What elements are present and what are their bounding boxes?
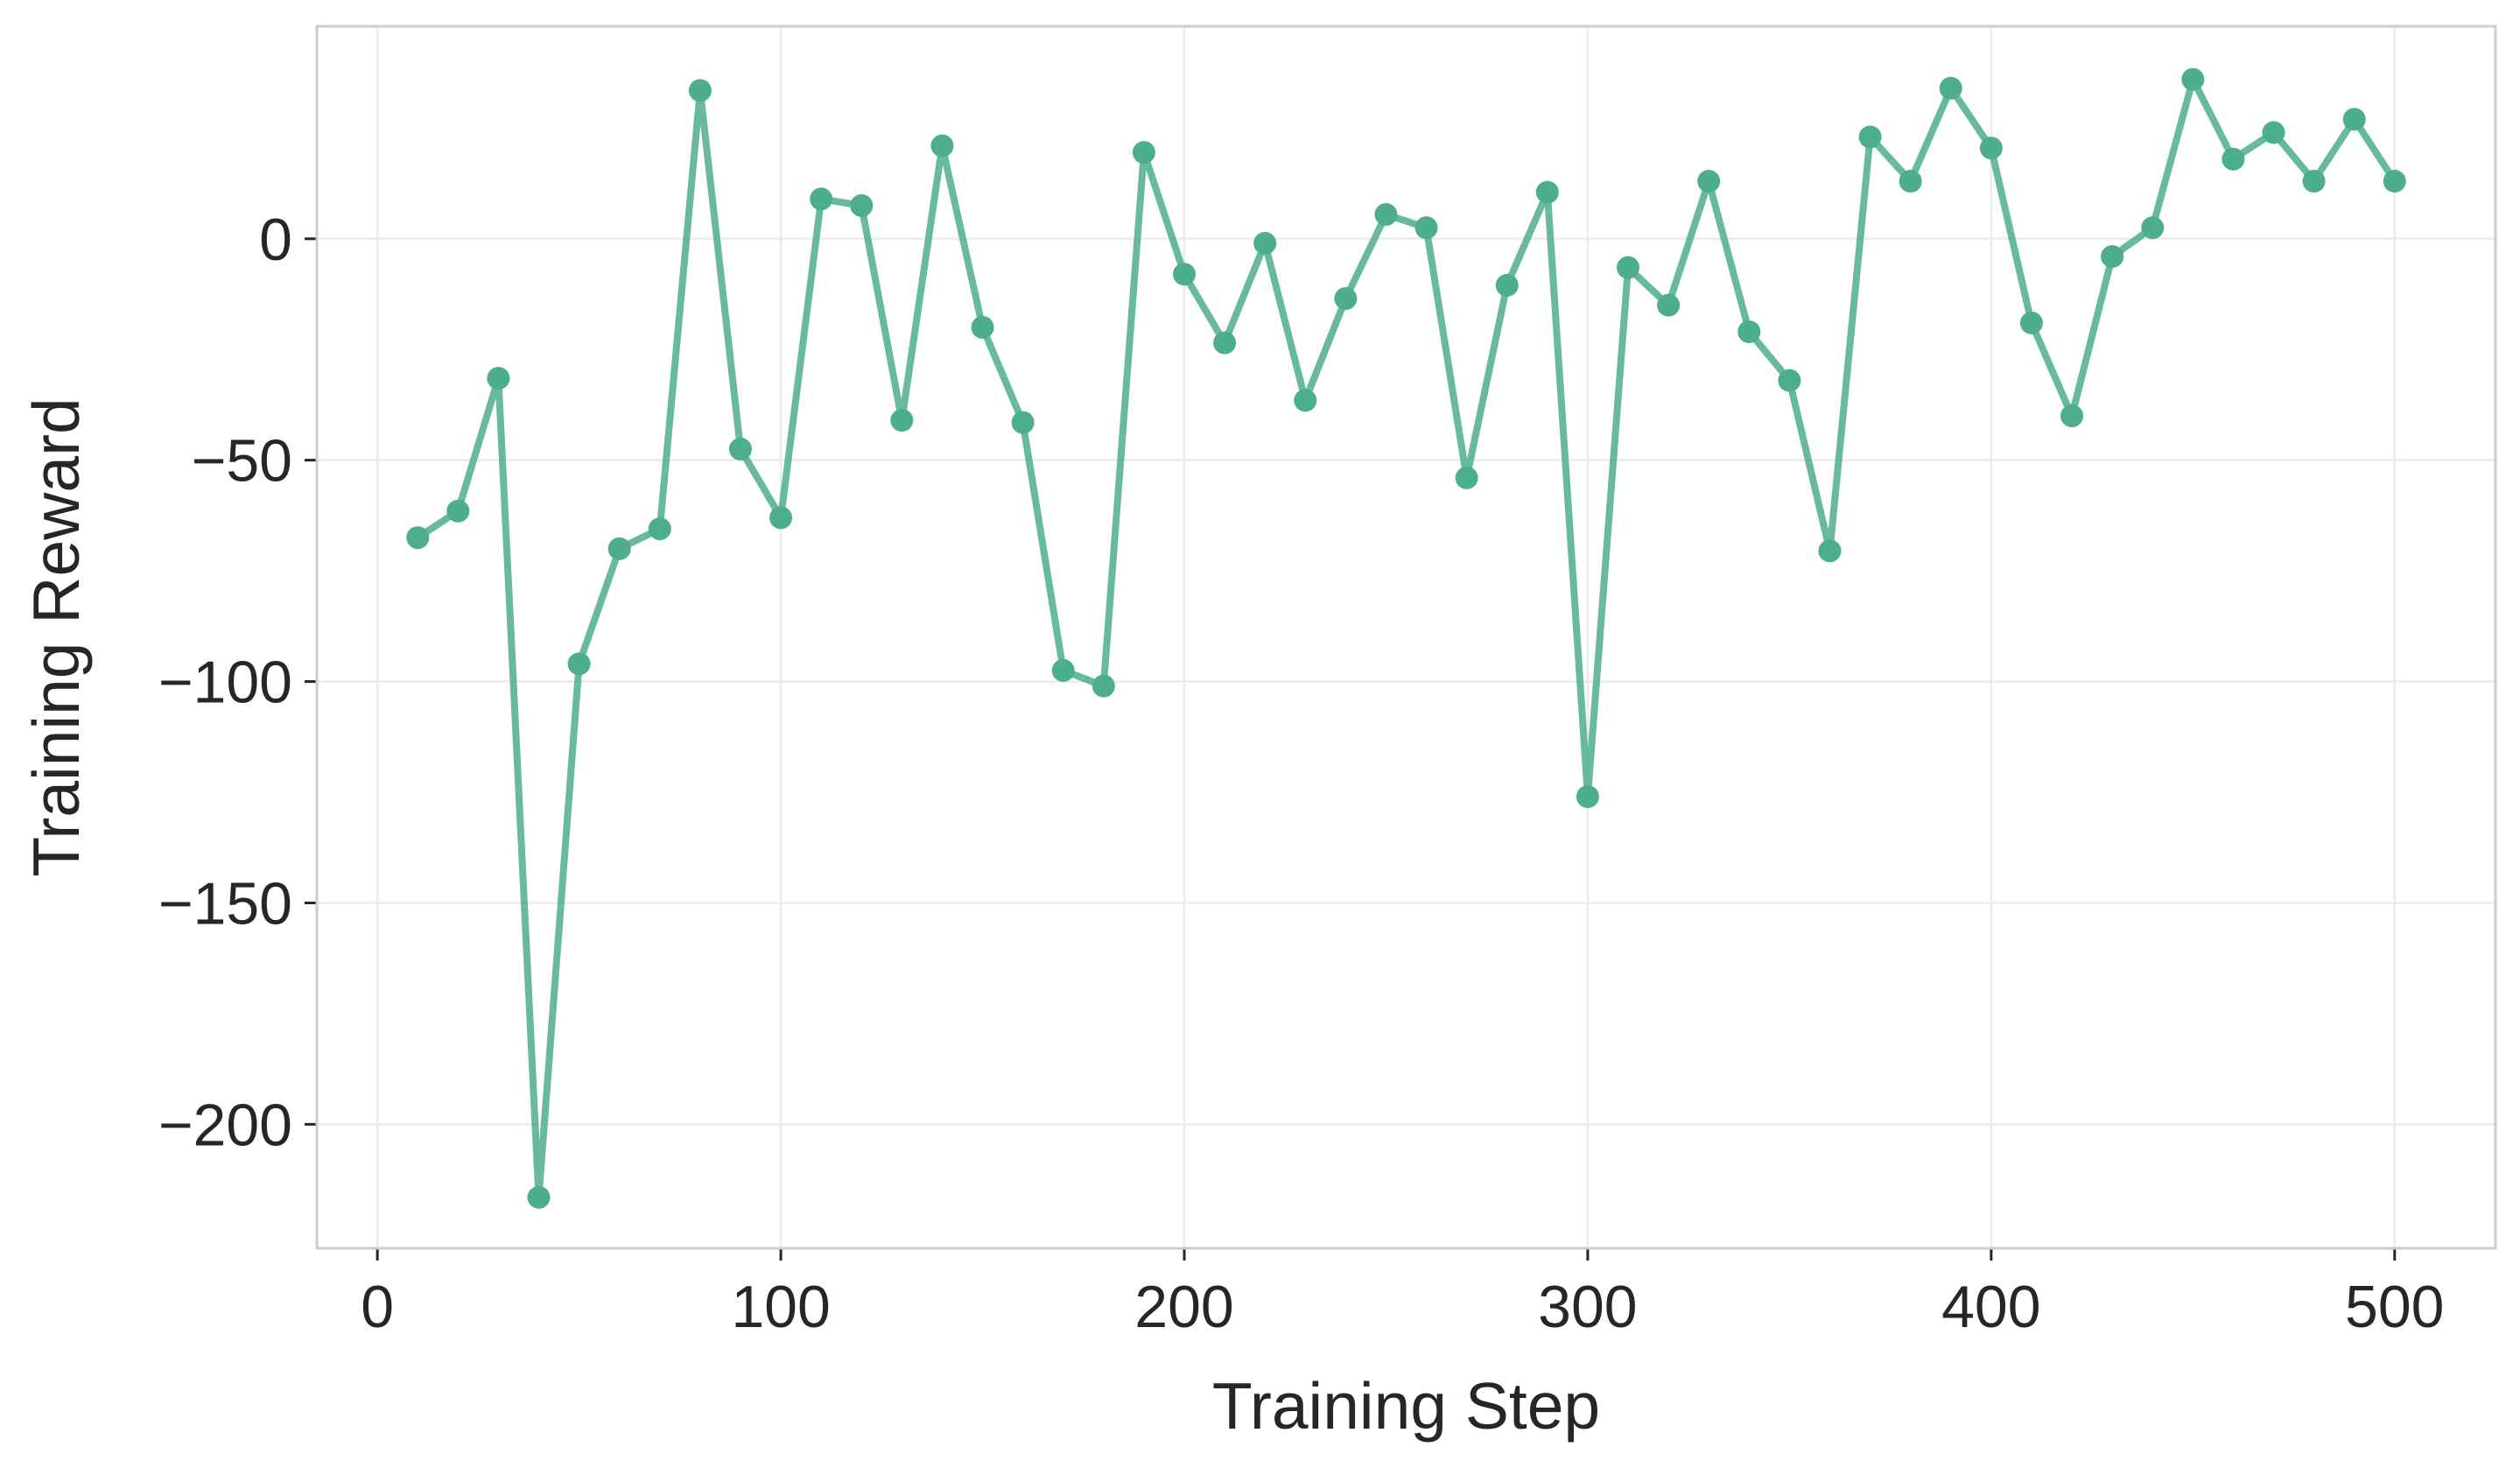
data-point — [1051, 658, 1075, 682]
data-point — [2181, 67, 2205, 91]
x-tick-label: 200 — [1134, 1274, 1233, 1340]
data-point — [688, 79, 712, 102]
data-point — [2141, 216, 2165, 240]
y-axis-label: Training Reward — [19, 397, 93, 876]
data-point — [1455, 466, 1478, 489]
plot-frame — [315, 25, 2497, 1250]
data-point — [890, 409, 914, 432]
data-point — [1334, 287, 1358, 311]
x-tick-label: 400 — [1941, 1274, 2040, 1340]
data-point — [1697, 170, 1721, 193]
data-point — [648, 517, 671, 541]
x-tick-label: 500 — [2345, 1274, 2444, 1340]
data-point — [1899, 170, 1922, 193]
x-axis-label: Training Step — [1212, 1369, 1600, 1443]
data-point — [1374, 202, 1398, 226]
data-point — [567, 652, 591, 676]
y-tick-label: −100 — [158, 650, 292, 716]
data-point — [607, 537, 631, 560]
data-point — [1818, 539, 1842, 563]
data-point — [1535, 180, 1559, 204]
data-point — [728, 438, 752, 461]
data-point — [406, 526, 430, 550]
data-point — [1576, 785, 1599, 809]
data-point — [971, 315, 994, 339]
data-point — [1414, 216, 1438, 240]
data-point — [1132, 141, 1155, 165]
data-point — [1253, 231, 1277, 255]
data-point — [446, 499, 470, 523]
data-point — [2019, 311, 2043, 334]
data-point — [1778, 369, 1801, 392]
series-line — [414, 75, 2398, 1201]
data-point — [1858, 125, 1882, 149]
data-point — [2262, 121, 2285, 144]
data-point — [2383, 170, 2406, 193]
data-point — [527, 1185, 551, 1209]
data-point — [1213, 331, 1237, 355]
x-tick-label: 0 — [361, 1274, 394, 1340]
data-point — [930, 134, 954, 158]
data-point — [487, 367, 510, 390]
data-series — [406, 67, 2406, 1209]
data-point — [1294, 389, 1317, 412]
data-point — [1617, 256, 1640, 279]
y-tick-label: −200 — [158, 1092, 292, 1158]
data-point — [1172, 263, 1196, 286]
data-point — [2342, 108, 2366, 131]
data-point — [2101, 245, 2124, 269]
y-tick-label: 0 — [259, 207, 292, 273]
data-point — [850, 193, 874, 217]
x-tick-label: 300 — [1538, 1274, 1637, 1340]
data-point — [2302, 170, 2326, 193]
y-tick-label: −50 — [192, 428, 292, 495]
data-point — [2060, 404, 2084, 428]
x-tick-label: 100 — [731, 1274, 830, 1340]
data-point — [1657, 293, 1681, 317]
data-point — [769, 506, 793, 530]
data-point — [1092, 674, 1115, 698]
data-point — [810, 187, 833, 211]
data-point — [2222, 147, 2245, 171]
axis-ticks: 0 100 200 300 400 500 0 −50 −100 −150 −200 — [158, 207, 2445, 1340]
y-tick-label: −150 — [158, 870, 292, 937]
data-point — [1939, 76, 1962, 100]
data-point — [1737, 320, 1761, 343]
data-point — [1011, 411, 1035, 434]
data-point — [1495, 273, 1519, 297]
data-point — [1979, 137, 2003, 160]
